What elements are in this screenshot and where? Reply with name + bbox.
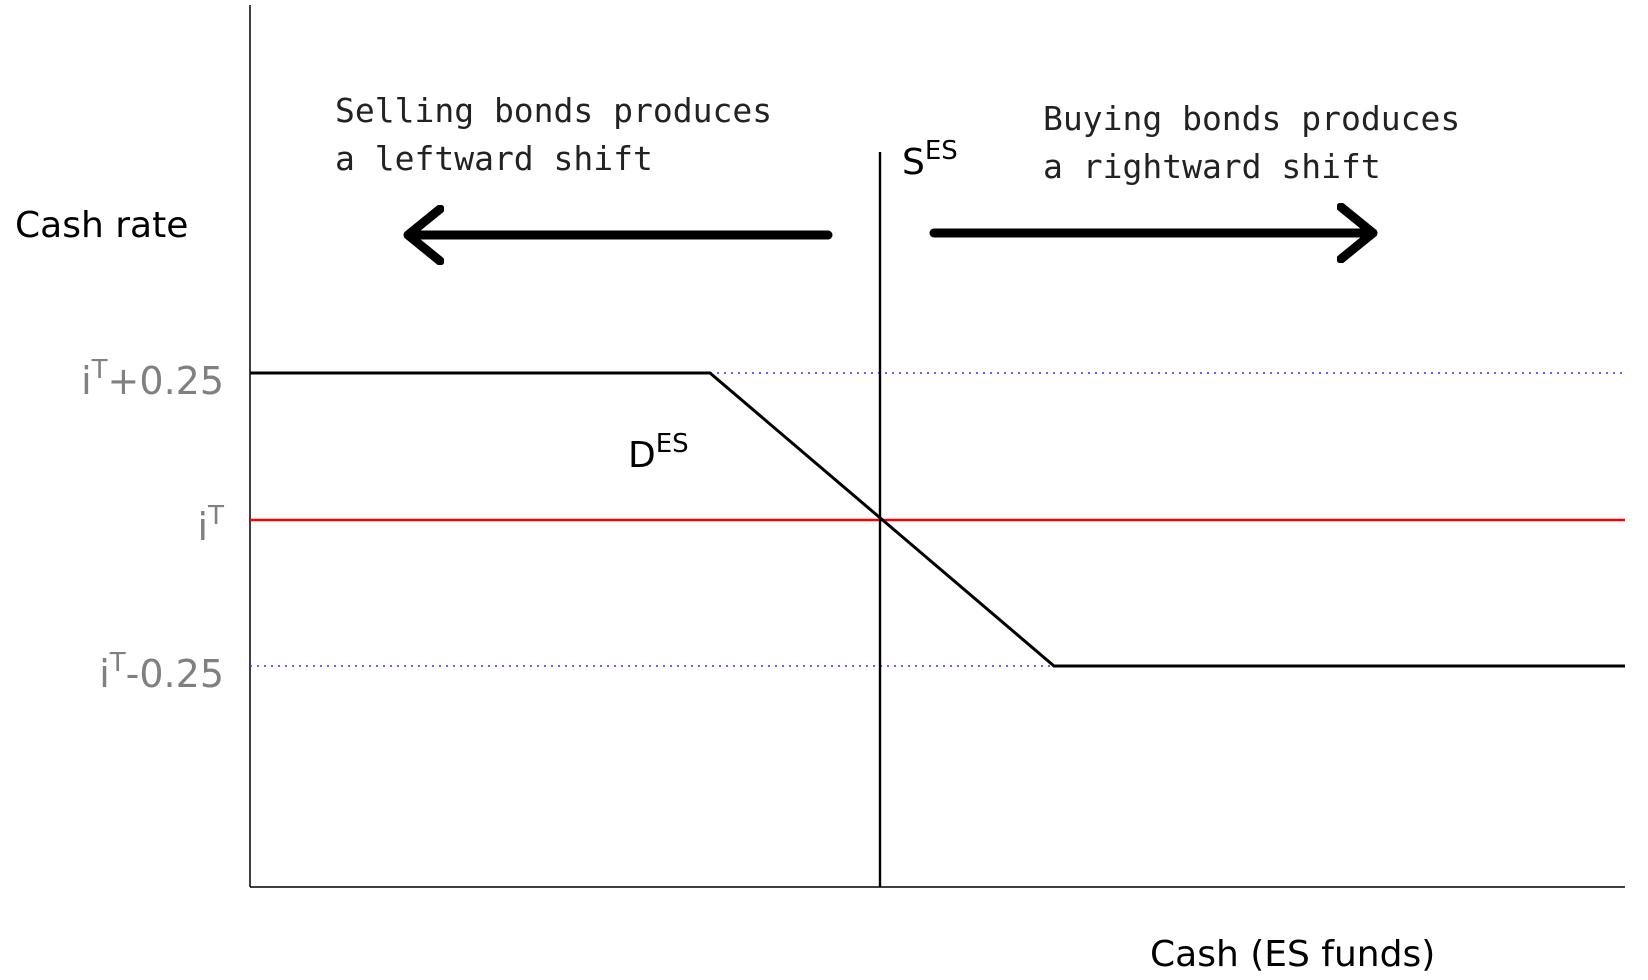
tick-upper-corridor: iT+0.25	[81, 355, 224, 403]
demand-curve-label: DES	[628, 429, 689, 476]
tick-target-rate: iT	[198, 501, 225, 549]
supply-curve-label: SES	[902, 136, 958, 183]
right-shift-note: Buying bonds produces a rightward shift	[1043, 99, 1480, 186]
left-shift-note: Selling bonds produces a leftward shift	[335, 91, 792, 178]
demand-curve	[250, 371, 1625, 668]
x-axis-label: Cash (ES funds)	[1150, 934, 1435, 975]
y-axis-label: Cash rate	[15, 205, 188, 246]
tick-lower-corridor: iT-0.25	[99, 648, 224, 696]
